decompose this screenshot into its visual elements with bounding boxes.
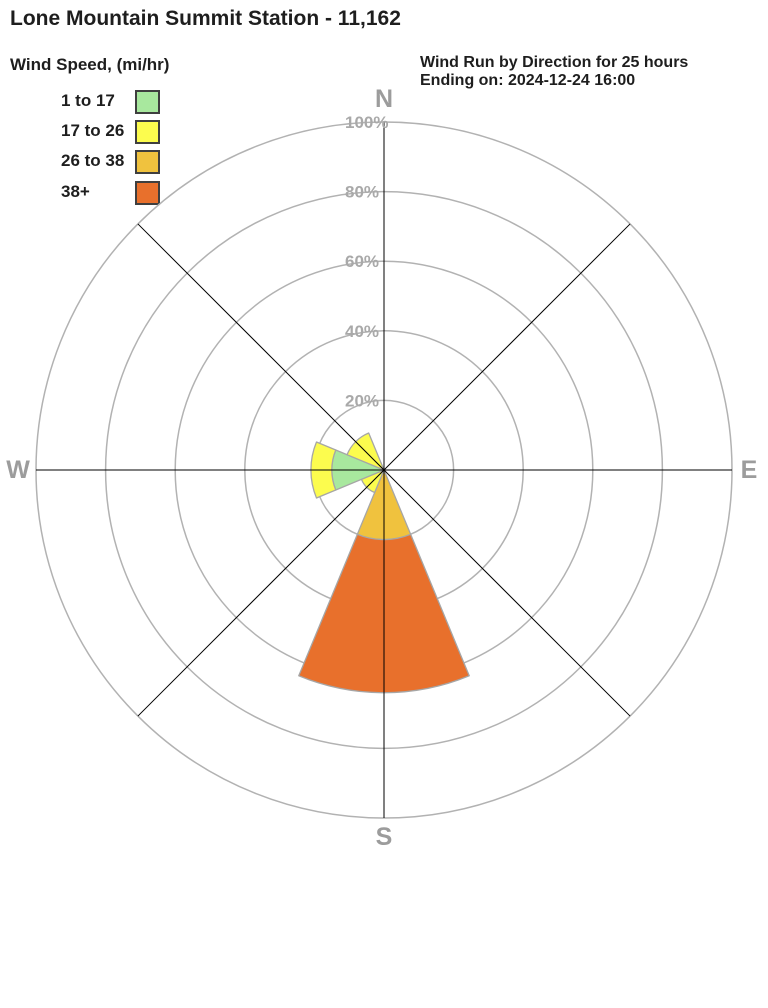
run-info-line2: Ending on: 2024-12-24 16:00 [420, 72, 636, 89]
ring-label-40: 40% [345, 322, 379, 341]
ring-label-60: 60% [345, 252, 379, 271]
legend-label: 26 to 38 [61, 151, 125, 170]
legend-swatch-green [135, 90, 160, 114]
wind-speed-legend: Wind Speed, (mi/hr) 1 to 17 17 to 26 26 … [0, 0, 320, 220]
compass-label-S: S [376, 823, 393, 851]
compass-label-N: N [375, 85, 393, 113]
legend-item: 1 to 17 [0, 90, 200, 114]
legend-item: 38+ [0, 181, 200, 205]
radial-line-SW [137, 469, 385, 717]
legend-title: Wind Speed, (mi/hr) [10, 55, 170, 74]
ring-label-80: 80% [345, 183, 379, 202]
radial-line-SE [383, 469, 631, 717]
compass-label-E: E [741, 456, 758, 484]
page-title: Lone Mountain Summit Station - 11,162 [10, 7, 401, 30]
legend-swatch-amber [135, 150, 160, 174]
compass-label-W: W [6, 456, 30, 484]
legend-item: 17 to 26 [0, 120, 200, 144]
radial-line-NW [137, 223, 385, 471]
radial-line-NE [383, 223, 631, 471]
legend-item: 26 to 38 [0, 150, 200, 174]
legend-label: 38+ [61, 182, 90, 201]
run-info: Wind Run by Direction for 25 hours Endin… [420, 54, 688, 90]
legend-swatch-orange [135, 181, 160, 205]
ring-label-100: 100% [345, 113, 388, 132]
legend-swatch-yellow [135, 120, 160, 144]
legend-label: 1 to 17 [61, 91, 115, 110]
run-info-line1: Wind Run by Direction for 25 hours [420, 54, 689, 71]
legend-label: 17 to 26 [61, 121, 125, 140]
ring-label-20: 20% [345, 391, 379, 410]
